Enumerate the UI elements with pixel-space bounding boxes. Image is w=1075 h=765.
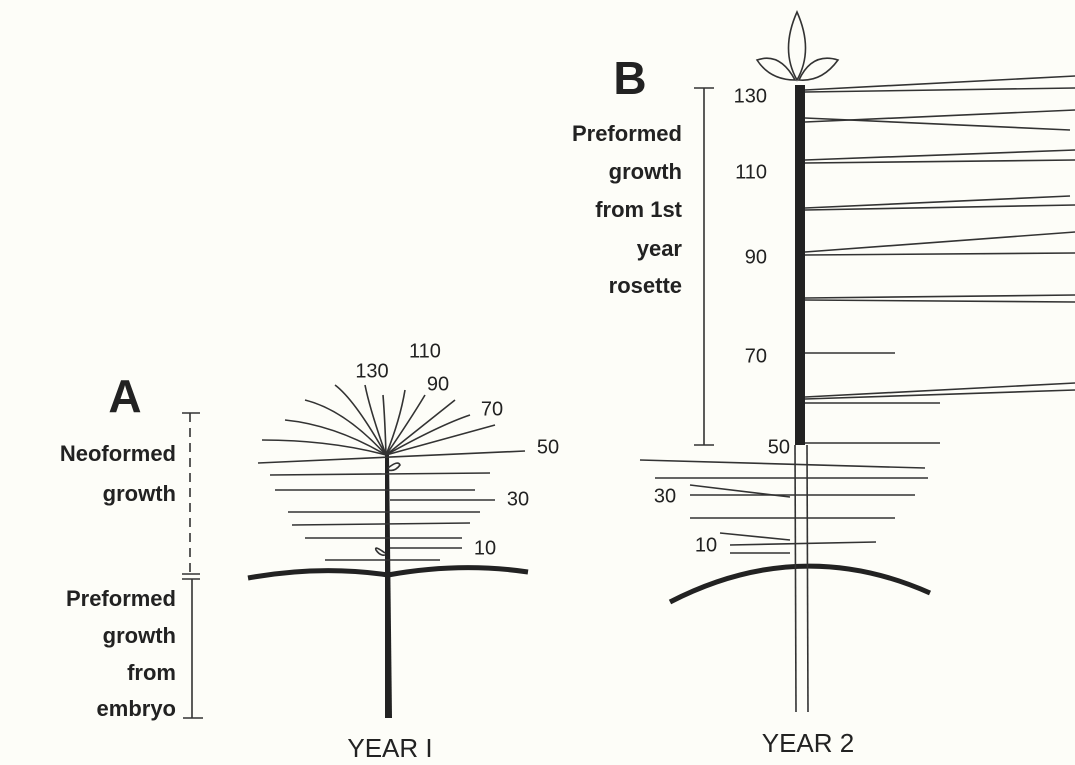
- leaf-label: 70: [481, 398, 503, 420]
- label: growth: [609, 159, 682, 184]
- leaf-label: 110: [735, 161, 767, 183]
- leaf-label: 30: [654, 485, 676, 507]
- label: Neoformed: [60, 441, 176, 466]
- leaf-label: 90: [745, 246, 767, 268]
- leaf-label: 110: [409, 340, 441, 362]
- leaf-label: 50: [537, 436, 559, 458]
- panel-letter: A: [108, 370, 141, 422]
- label: Preformed: [66, 586, 176, 611]
- leaf-label: 50: [768, 436, 790, 458]
- caption: YEAR I: [347, 733, 432, 763]
- leaf-label: 130: [355, 360, 388, 382]
- label: year: [637, 236, 683, 261]
- leaves: [257, 384, 526, 561]
- ground: [668, 563, 932, 605]
- label: from: [127, 660, 176, 685]
- bud: [755, 10, 840, 82]
- label: growth: [103, 623, 176, 648]
- label: embryo: [97, 696, 176, 721]
- leaf-label: 10: [474, 537, 496, 559]
- stem: [806, 444, 809, 713]
- leaves: [639, 75, 1075, 554]
- panel-letter: B: [613, 52, 646, 104]
- panel-a: A Neoformed growth Preformed growth from…: [60, 340, 559, 763]
- leaf-label: 70: [745, 345, 767, 367]
- stem: [794, 444, 797, 713]
- leaf-label: 10: [695, 534, 717, 556]
- stem: [385, 455, 392, 718]
- leaf-label: 90: [427, 373, 449, 395]
- label: rosette: [609, 273, 682, 298]
- leaf-label: 30: [507, 488, 529, 510]
- label: growth: [103, 481, 176, 506]
- label: from 1st: [595, 197, 682, 222]
- stem: [795, 85, 805, 445]
- caption: YEAR 2: [762, 728, 855, 758]
- leaf-label: 130: [734, 85, 767, 107]
- panel-b: B Preformed growth from 1st year rosette: [572, 10, 1075, 758]
- label: Preformed: [572, 121, 682, 146]
